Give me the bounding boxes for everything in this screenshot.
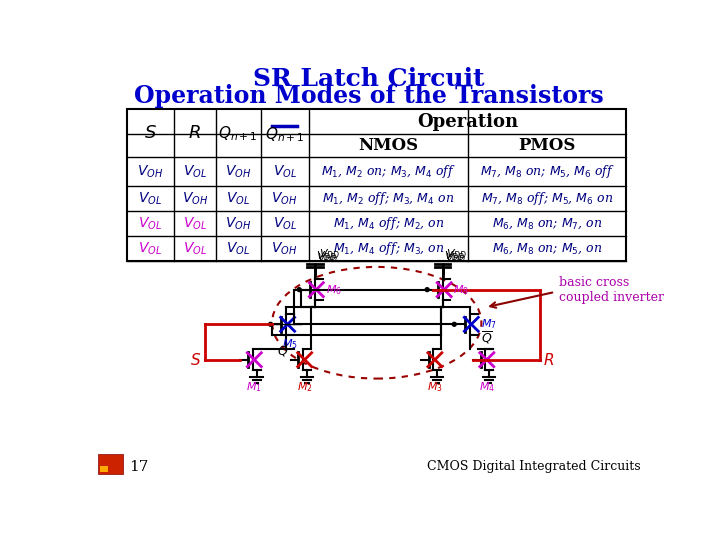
Text: $V_{DD}$: $V_{DD}$ bbox=[317, 251, 338, 265]
Circle shape bbox=[452, 322, 456, 326]
Text: $M_5$: $M_5$ bbox=[282, 338, 298, 351]
Text: $M_6$, $M_8$ on; $M_5$, on: $M_6$, $M_8$ on; $M_5$, on bbox=[492, 241, 603, 255]
Text: $\it{R}$: $\it{R}$ bbox=[188, 124, 201, 143]
Bar bbox=[127, 110, 626, 261]
Text: $M_7$, $M_8$ on; $M_5$, $M_6$ off: $M_7$, $M_8$ on; $M_5$, $M_6$ off bbox=[480, 163, 615, 180]
Text: $V_{OH}$: $V_{OH}$ bbox=[225, 163, 251, 180]
Circle shape bbox=[269, 322, 272, 326]
Text: $M_3$: $M_3$ bbox=[427, 380, 443, 394]
Text: $M_6$: $M_6$ bbox=[325, 283, 341, 296]
Text: $V_{OH}$: $V_{OH}$ bbox=[138, 163, 163, 180]
Text: $M_7$: $M_7$ bbox=[481, 318, 497, 331]
Text: $V_{OL}$: $V_{OL}$ bbox=[183, 240, 207, 256]
Text: $\it{S}$: $\it{S}$ bbox=[144, 124, 157, 143]
Text: $V_{OL}$: $V_{OL}$ bbox=[183, 163, 207, 180]
Text: $V_{OH}$: $V_{OH}$ bbox=[271, 240, 297, 256]
Text: basic cross
coupled inverter: basic cross coupled inverter bbox=[559, 275, 664, 303]
Text: NMOS: NMOS bbox=[359, 137, 418, 154]
Text: $S$: $S$ bbox=[189, 352, 201, 368]
Text: $V_{OL}$: $V_{OL}$ bbox=[273, 215, 297, 232]
Text: $M_1$, $M_4$ off; $M_3$, on: $M_1$, $M_4$ off; $M_3$, on bbox=[333, 240, 444, 257]
Text: $V_{OL}$: $V_{OL}$ bbox=[183, 215, 207, 232]
Text: $V_{OL}$: $V_{OL}$ bbox=[226, 240, 250, 256]
Text: PMOS: PMOS bbox=[518, 137, 576, 154]
Text: $V_{OL}$: $V_{OL}$ bbox=[138, 190, 163, 207]
Text: $M_1$, $M_4$ off; $M_2$, on: $M_1$, $M_4$ off; $M_2$, on bbox=[333, 215, 444, 232]
Text: $V_{OH}$: $V_{OH}$ bbox=[181, 190, 208, 207]
Text: $V_{OL}$: $V_{OL}$ bbox=[226, 190, 250, 207]
Text: $Q$: $Q$ bbox=[277, 345, 289, 359]
Text: CMOS Digital Integrated Circuits: CMOS Digital Integrated Circuits bbox=[427, 460, 640, 473]
Bar bbox=[98, 455, 122, 475]
Text: $R$: $R$ bbox=[544, 352, 554, 368]
Circle shape bbox=[426, 288, 429, 292]
Text: $V_{DD}$: $V_{DD}$ bbox=[319, 247, 340, 261]
Text: Operation Modes of the Transistors: Operation Modes of the Transistors bbox=[134, 84, 604, 107]
Text: Operation: Operation bbox=[417, 113, 518, 131]
Text: $M_1$, $M_2$ off; $M_3$, $M_4$ on: $M_1$, $M_2$ off; $M_3$, $M_4$ on bbox=[323, 190, 454, 207]
Text: $M_7$, $M_8$ off; $M_5$, $M_6$ on: $M_7$, $M_8$ off; $M_5$, $M_6$ on bbox=[481, 190, 613, 207]
Text: $\overline{Q}$: $\overline{Q}$ bbox=[481, 330, 492, 346]
Bar bbox=[100, 466, 108, 472]
Text: SR Latch Circuit: SR Latch Circuit bbox=[253, 66, 485, 91]
Text: $M_8$: $M_8$ bbox=[454, 283, 469, 296]
Text: $V_{OL}$: $V_{OL}$ bbox=[273, 163, 297, 180]
Text: $V_{OL}$: $V_{OL}$ bbox=[138, 240, 163, 256]
Text: $V_{DD}$: $V_{DD}$ bbox=[445, 251, 466, 265]
Text: $M_1$, $M_2$ on; $M_3$, $M_4$ off: $M_1$, $M_2$ on; $M_3$, $M_4$ off bbox=[321, 163, 456, 180]
Text: $M_4$: $M_4$ bbox=[479, 380, 495, 394]
Text: $V_{OH}$: $V_{OH}$ bbox=[225, 215, 251, 232]
Text: $M_1$: $M_1$ bbox=[246, 380, 262, 394]
Circle shape bbox=[297, 288, 301, 292]
Text: 17: 17 bbox=[129, 460, 148, 474]
Text: $M_2$: $M_2$ bbox=[297, 380, 312, 394]
Text: $V_{OL}$: $V_{OL}$ bbox=[138, 215, 163, 232]
Text: $V_{DD}$: $V_{DD}$ bbox=[446, 247, 468, 261]
Text: $Q_{n+1}$: $Q_{n+1}$ bbox=[265, 125, 305, 144]
Text: $V_{OH}$: $V_{OH}$ bbox=[271, 190, 297, 207]
Text: $M_6$, $M_8$ on; $M_7$, on: $M_6$, $M_8$ on; $M_7$, on bbox=[492, 216, 603, 231]
Text: $V_{DD}$: $V_{DD}$ bbox=[444, 249, 465, 264]
Text: $Q_{n+1}$: $Q_{n+1}$ bbox=[218, 124, 258, 143]
Text: $V_{DD}$: $V_{DD}$ bbox=[316, 249, 338, 264]
